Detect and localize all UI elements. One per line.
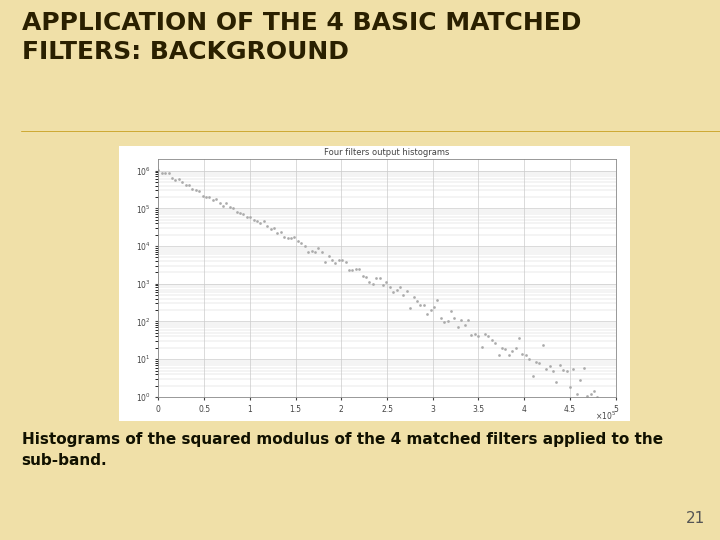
Text: $\times 10^5$: $\times 10^5$: [595, 410, 616, 422]
Title: Four filters output histograms: Four filters output histograms: [324, 148, 450, 157]
Text: 21: 21: [686, 511, 706, 526]
Text: APPLICATION OF THE 4 BASIC MATCHED
FILTERS: BACKGROUND: APPLICATION OF THE 4 BASIC MATCHED FILTE…: [22, 11, 581, 64]
Text: Histograms of the squared modulus of the 4 matched filters applied to the
sub-ba: Histograms of the squared modulus of the…: [22, 432, 662, 468]
